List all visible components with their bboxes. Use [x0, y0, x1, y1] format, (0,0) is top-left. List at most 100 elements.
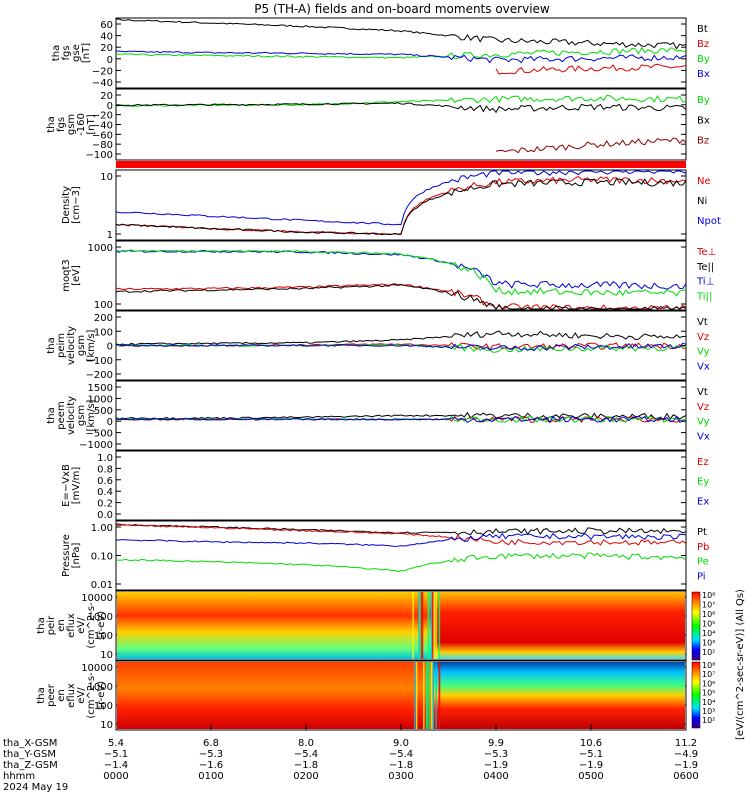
x-tick-label: −1.6 — [199, 760, 223, 771]
spectrogram-streak — [438, 662, 441, 729]
tick-label: −500 — [86, 429, 113, 440]
x-tick-label: −5.4 — [294, 749, 318, 760]
colorbar-tick: 10⁵ — [702, 689, 715, 698]
x-row-label: tha_Z-GSM — [3, 760, 58, 771]
legend-Bz: Bz — [697, 136, 709, 147]
y-axis-label: gse — [71, 44, 82, 62]
legend-Vz: Vz — [697, 402, 709, 413]
colorbar-tick: 10⁸ — [702, 591, 715, 600]
trace-Ne — [115, 176, 687, 236]
tick-label: 1 — [107, 230, 113, 241]
y-axis-label: tha — [51, 45, 62, 61]
spectrogram-streak — [423, 662, 425, 729]
x-axis: tha_X-GSM 5.4 6.8 8.0 9.0 9.9 10.6 11.2 tha_Y-GS… — [3, 724, 699, 793]
y-axis-label: Density — [61, 186, 72, 224]
legend-Pb: Pb — [697, 542, 709, 553]
tick-label: 1000 — [88, 682, 113, 693]
status-bar — [116, 161, 686, 168]
y-axis-label: gsm — [76, 335, 87, 356]
spectrogram-right — [432, 662, 685, 729]
trace-Te|| — [115, 284, 687, 310]
trace-Bx — [115, 102, 687, 114]
y-axis-label: en — [56, 619, 67, 632]
trace-Bt — [115, 18, 687, 50]
y-axis-label: fgs — [61, 45, 72, 60]
y-axis-label: en — [56, 689, 67, 702]
panel-density — [115, 169, 687, 241]
tick-label: 500 — [94, 406, 113, 417]
trace-By — [115, 94, 687, 107]
legend-Npot: Npot — [697, 216, 721, 227]
legend-Ni: Ni — [697, 196, 707, 207]
colorbar-top — [691, 591, 701, 661]
legend-Vx: Vx — [697, 431, 710, 442]
trace-Bz — [495, 63, 687, 75]
legend-Ti⊥: Ti⊥ — [696, 277, 714, 288]
tick-label: 0.2 — [97, 499, 113, 510]
trace-Bx — [115, 50, 687, 64]
tick-label: 1.0 — [97, 453, 113, 464]
tick-label: 0 — [107, 55, 113, 66]
trace-Ni — [115, 178, 687, 236]
legend-Vt: Vt — [697, 387, 708, 398]
trace-Vx — [115, 415, 687, 424]
legend-Ey: Ey — [697, 477, 709, 488]
y-axis-label: eV/ — [76, 687, 87, 704]
y-axis-label: (cm^2-s- — [86, 602, 97, 649]
y-axis-label: [eV] — [71, 265, 82, 286]
tick-label: 10000 — [81, 593, 113, 604]
trace-Pb — [115, 524, 687, 546]
tick-label: −60 — [92, 130, 113, 141]
spectrogram-streak — [433, 592, 436, 659]
panel-temperature — [115, 240, 687, 311]
tick-label: 100 — [94, 300, 113, 311]
tick-label: 200 — [94, 313, 113, 324]
tick-label: 0.0 — [97, 510, 113, 521]
tick-label: −100 — [86, 356, 113, 367]
tick-label: −20 — [92, 111, 113, 122]
x-tick-label: 9.9 — [488, 738, 504, 749]
spectrogram-streak — [428, 662, 431, 729]
plot-title: P5 (TH-A) fields and on-board moments ov… — [254, 2, 550, 16]
x-tick-label: 0200 — [293, 771, 318, 782]
legend-Vx: Vx — [697, 361, 710, 372]
tick-label: 1000 — [88, 394, 113, 405]
y-axis-label: peer — [46, 683, 57, 707]
tick-label: −1000 — [79, 440, 113, 451]
y-axis-label: tha — [46, 337, 57, 353]
tick-label: 100 — [94, 327, 113, 338]
y-axis-label: [km/s] — [86, 399, 97, 431]
legend-Te||: Te|| — [696, 262, 714, 273]
colorbar-tick: 10⁷ — [702, 601, 715, 610]
tick-label: 0.01 — [91, 580, 113, 591]
tick-label: 0 — [107, 342, 113, 353]
legend-Bx: Bx — [697, 115, 710, 126]
x-tick-label: −1.8 — [389, 760, 413, 771]
y-axis-label: tha — [36, 617, 47, 633]
x-tick-label: −1.9 — [484, 760, 508, 771]
x-tick-label: 5.4 — [108, 738, 124, 749]
y-axis-label: velocity — [66, 396, 77, 435]
tick-label: −40 — [92, 78, 113, 89]
legend-Bt: Bt — [697, 24, 708, 35]
y-axis-label: [km/s] — [86, 329, 97, 361]
y-axis-label: [cm−3] — [71, 186, 82, 224]
tick-label: 60 — [100, 20, 113, 31]
trace-Bz — [495, 137, 687, 154]
x-tick-label: 6.8 — [203, 738, 219, 749]
panel-frame — [115, 590, 687, 661]
tick-label: −40 — [92, 121, 113, 132]
colorbar-tick: 10³ — [702, 707, 715, 716]
colorbar-tick: 10⁴ — [702, 629, 715, 638]
y-axis-label: velocity — [66, 326, 77, 365]
legend-Ez: Ez — [697, 457, 709, 468]
legend-Vt: Vt — [697, 317, 708, 328]
spectrogram-streak — [435, 592, 438, 659]
x-tick-label: −5.3 — [484, 749, 508, 760]
y-axis-label: Pressure — [61, 534, 72, 577]
colorbar-title: [eV/(cm^2-sec-sr-eV)] (All Qs) — [735, 589, 746, 740]
y-axis-label: eV/ — [76, 617, 87, 634]
x-tick-label: 0100 — [198, 771, 223, 782]
